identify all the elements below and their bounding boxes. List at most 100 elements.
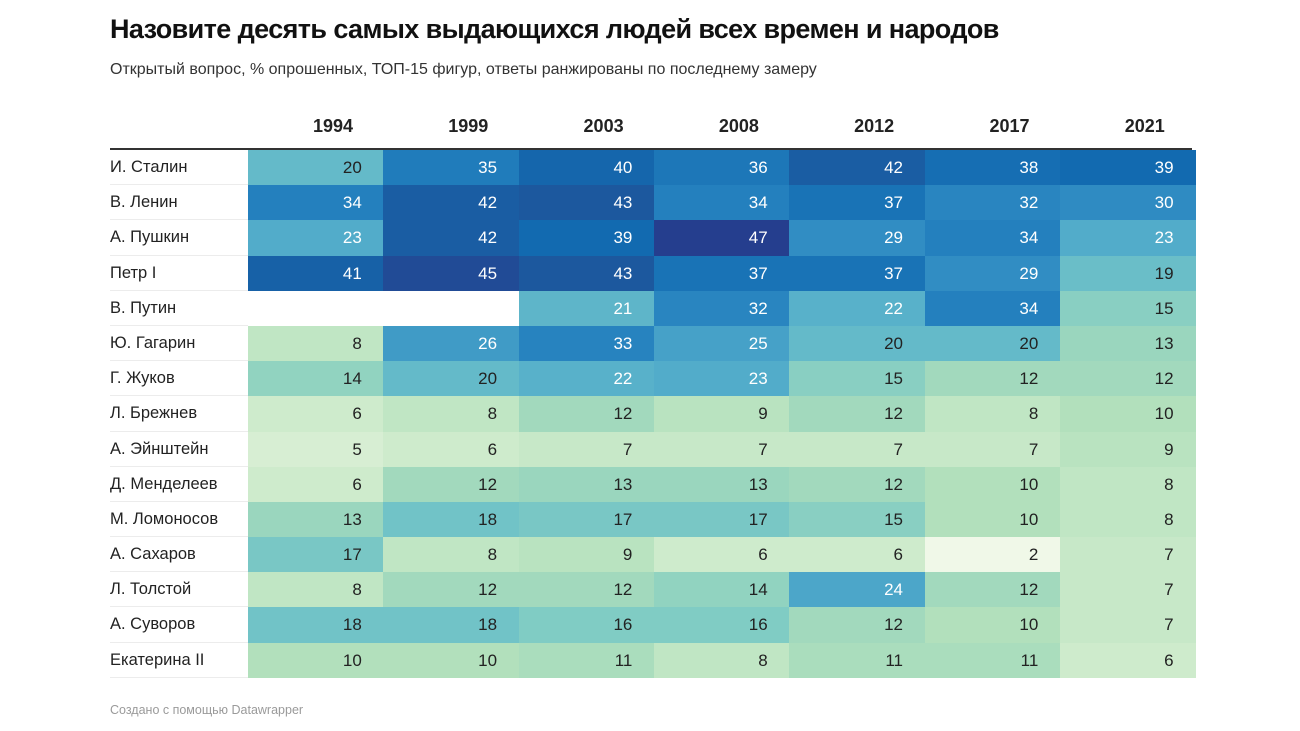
row-label: Петр I — [110, 256, 248, 291]
row-label: Екатерина II — [110, 643, 248, 678]
heatmap-cell: 17 — [248, 537, 384, 572]
row-label: Г. Жуков — [110, 361, 248, 396]
heatmap-cell: 15 — [789, 361, 925, 396]
heatmap-cell: 12 — [383, 467, 519, 502]
heatmap-cell: 43 — [519, 185, 655, 220]
heatmap-cell — [383, 291, 519, 326]
heatmap-cell: 10 — [925, 607, 1061, 642]
table-row: И. Сталин 20 35 40 36 42 38 39 — [110, 150, 1192, 185]
heatmap-cell: 13 — [1060, 326, 1196, 361]
heatmap-cell: 25 — [654, 326, 790, 361]
heatmap-cell: 45 — [383, 256, 519, 291]
heatmap-cell: 35 — [383, 150, 519, 185]
row-label: Д. Менделеев — [110, 467, 248, 502]
table-row: А. Сахаров 17 8 9 6 6 2 7 — [110, 537, 1192, 572]
heatmap-cell: 29 — [789, 220, 925, 255]
heatmap-cell: 7 — [1060, 607, 1196, 642]
heatmap-cell: 7 — [654, 432, 790, 467]
column-header-1999: 1999 — [383, 116, 518, 137]
heatmap-cell: 12 — [789, 467, 925, 502]
heatmap-cell: 41 — [248, 256, 384, 291]
heatmap-cell: 32 — [654, 291, 790, 326]
heatmap-cell: 7 — [789, 432, 925, 467]
table-body: И. Сталин 20 35 40 36 42 38 39 В. Ленин 34 42 43 34 3… — [110, 150, 1192, 678]
heatmap-cell: 32 — [925, 185, 1061, 220]
heatmap-cell: 18 — [383, 607, 519, 642]
row-label: А. Эйнштейн — [110, 432, 248, 467]
column-header-2003: 2003 — [519, 116, 654, 137]
heatmap-cell: 7 — [1060, 572, 1196, 607]
heatmap-cell: 17 — [654, 502, 790, 537]
heatmap-cell: 40 — [519, 150, 655, 185]
heatmap-cell: 18 — [383, 502, 519, 537]
heatmap-cell: 20 — [383, 361, 519, 396]
row-label: В. Путин — [110, 291, 248, 326]
heatmap-cell: 39 — [519, 220, 655, 255]
heatmap-cell: 8 — [383, 396, 519, 431]
heatmap-cell: 34 — [248, 185, 384, 220]
heatmap-cell: 20 — [248, 150, 384, 185]
heatmap-cell: 9 — [519, 537, 655, 572]
heatmap-cell: 8 — [248, 326, 384, 361]
heatmap-cell: 26 — [383, 326, 519, 361]
chart-title: Назовите десять самых выдающихся людей в… — [110, 14, 999, 45]
heatmap-cell: 17 — [519, 502, 655, 537]
heatmap-cell: 38 — [925, 150, 1061, 185]
heatmap-cell: 6 — [248, 467, 384, 502]
heatmap-cell: 10 — [1060, 396, 1196, 431]
row-label: В. Ленин — [110, 185, 248, 220]
footer-credit: Создано с помощью Datawrapper — [110, 703, 303, 717]
row-label: А. Пушкин — [110, 220, 248, 255]
heatmap-cell: 7 — [925, 432, 1061, 467]
heatmap-cell: 12 — [519, 396, 655, 431]
heatmap-cell: 14 — [654, 572, 790, 607]
table-row: А. Пушкин 23 42 39 47 29 34 23 — [110, 220, 1192, 255]
heatmap-cell: 34 — [654, 185, 790, 220]
heatmap-cell: 12 — [1060, 361, 1196, 396]
heatmap-cell: 29 — [925, 256, 1061, 291]
heatmap-cell: 9 — [654, 396, 790, 431]
heatmap-cell: 37 — [789, 256, 925, 291]
heatmap-cell: 37 — [789, 185, 925, 220]
heatmap-cell: 12 — [383, 572, 519, 607]
heatmap-cell: 12 — [925, 572, 1061, 607]
column-header-1994: 1994 — [248, 116, 383, 137]
heatmap-cell: 15 — [789, 502, 925, 537]
row-label: И. Сталин — [110, 150, 248, 185]
heatmap-cell: 37 — [654, 256, 790, 291]
heatmap-cell: 6 — [789, 537, 925, 572]
heatmap-cell: 39 — [1060, 150, 1196, 185]
table-row: Г. Жуков 14 20 22 23 15 12 12 — [110, 361, 1192, 396]
heatmap-table: 1994 1999 2003 2008 2012 2017 2021 И. Сталин 20… — [110, 106, 1192, 678]
heatmap-cell: 10 — [383, 643, 519, 678]
heatmap-cell: 36 — [654, 150, 790, 185]
heatmap-cell: 10 — [925, 467, 1061, 502]
table-row: Петр I 41 45 43 37 37 29 19 — [110, 256, 1192, 291]
heatmap-cell: 9 — [1060, 432, 1196, 467]
heatmap-cell: 7 — [1060, 537, 1196, 572]
heatmap-cell: 42 — [383, 185, 519, 220]
heatmap-cell: 8 — [925, 396, 1061, 431]
chart-subtitle: Открытый вопрос, % опрошенных, ТОП-15 фи… — [110, 61, 817, 79]
row-label: Л. Брежнев — [110, 396, 248, 431]
heatmap-cell: 13 — [654, 467, 790, 502]
heatmap-cell: 34 — [925, 291, 1061, 326]
heatmap-cell: 13 — [248, 502, 384, 537]
heatmap-cell: 22 — [519, 361, 655, 396]
heatmap-cell: 43 — [519, 256, 655, 291]
heatmap-cell: 8 — [383, 537, 519, 572]
column-header-2021: 2021 — [1060, 116, 1195, 137]
heatmap-cell: 34 — [925, 220, 1061, 255]
table-row: Д. Менделеев 6 12 13 13 12 10 8 — [110, 467, 1192, 502]
heatmap-cell: 21 — [519, 291, 655, 326]
heatmap-cell: 8 — [654, 643, 790, 678]
heatmap-cell: 16 — [519, 607, 655, 642]
heatmap-cell: 18 — [248, 607, 384, 642]
heatmap-cell: 16 — [654, 607, 790, 642]
heatmap-cell: 8 — [248, 572, 384, 607]
table-row: Л. Толстой 8 12 12 14 24 12 7 — [110, 572, 1192, 607]
heatmap-cell: 13 — [519, 467, 655, 502]
heatmap-cell: 30 — [1060, 185, 1196, 220]
heatmap-cell: 12 — [789, 396, 925, 431]
heatmap-cell: 10 — [248, 643, 384, 678]
